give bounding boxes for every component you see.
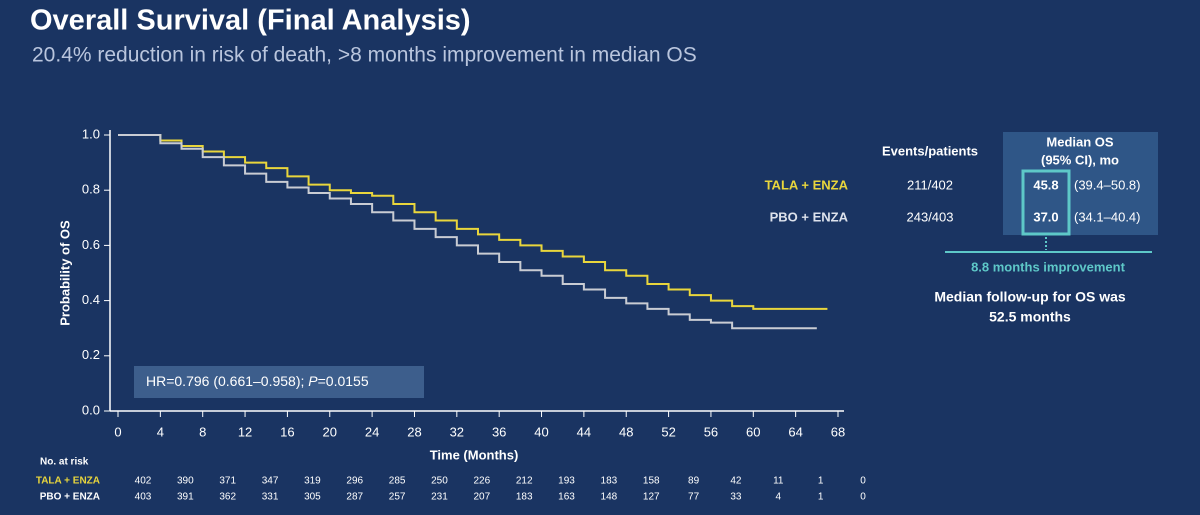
survival-curve bbox=[118, 134, 817, 330]
at-risk-count: 347 bbox=[262, 476, 279, 487]
at-risk-count: 231 bbox=[431, 492, 448, 503]
hr-p: P bbox=[308, 373, 318, 389]
x-tick-label: 0 bbox=[114, 424, 121, 439]
at-risk-count: 319 bbox=[304, 476, 321, 487]
x-tick-label: 52 bbox=[661, 424, 675, 439]
ci: (34.1–40.4) bbox=[1074, 209, 1141, 224]
at-risk-count: 331 bbox=[262, 492, 279, 503]
at-risk-count: 403 bbox=[135, 492, 152, 503]
x-tick-label: 8 bbox=[199, 424, 206, 439]
y-tick-label: 1.0 bbox=[82, 126, 100, 141]
at-risk-count: 11 bbox=[773, 476, 784, 487]
at-risk-count: 42 bbox=[730, 476, 742, 487]
at-risk-count: 33 bbox=[730, 492, 742, 503]
at-risk-count: 296 bbox=[346, 476, 363, 487]
x-tick-label: 4 bbox=[157, 424, 164, 439]
at-risk-count: 1 bbox=[818, 492, 824, 503]
at-risk-count: 183 bbox=[601, 476, 618, 487]
x-tick-label: 24 bbox=[365, 424, 379, 439]
at-risk-count: 0 bbox=[860, 476, 866, 487]
at-risk-count: 0 bbox=[860, 492, 866, 503]
x-tick-label: 48 bbox=[619, 424, 633, 439]
y-tick-label: 0.8 bbox=[82, 182, 100, 197]
events: 211/402 bbox=[907, 177, 953, 192]
at-risk-count: 158 bbox=[643, 476, 660, 487]
at-risk-count: 89 bbox=[688, 476, 700, 487]
survival-curve bbox=[118, 134, 828, 310]
followup: Median follow-up for OS was bbox=[934, 289, 1126, 305]
at-risk-count: 77 bbox=[688, 492, 700, 503]
hr-part: =0.0155 bbox=[318, 373, 369, 389]
median: 45.8 bbox=[1033, 177, 1058, 192]
at-risk-count: 390 bbox=[177, 476, 194, 487]
median-column bbox=[1003, 132, 1158, 235]
at-risk-count: 207 bbox=[473, 492, 490, 503]
at-risk-name: PBO + ENZA bbox=[40, 492, 100, 503]
at-risk-count: 391 bbox=[177, 492, 194, 503]
at-risk-count: 371 bbox=[219, 476, 236, 487]
at-risk-count: 305 bbox=[304, 492, 321, 503]
y-axis-title: Probability of OS bbox=[57, 220, 72, 326]
row-name: TALA + ENZA bbox=[765, 177, 849, 192]
title: Overall Survival (Final Analysis) bbox=[30, 5, 471, 37]
x-tick-label: 36 bbox=[492, 424, 506, 439]
y-tick-label: 0.2 bbox=[82, 347, 100, 362]
hr-part: HR=0.796 (0.661–0.958); bbox=[146, 373, 308, 389]
at-risk-count: 402 bbox=[135, 476, 152, 487]
at-risk-count: 148 bbox=[601, 492, 618, 503]
at-risk-title: No. at risk bbox=[40, 457, 89, 468]
median: 37.0 bbox=[1033, 209, 1058, 224]
at-risk-count: 183 bbox=[516, 492, 533, 503]
x-axis-title: Time (Months) bbox=[430, 447, 519, 462]
events-header: Events/patients bbox=[882, 143, 978, 158]
at-risk-count: 287 bbox=[346, 492, 363, 503]
at-risk-count: 212 bbox=[516, 476, 533, 487]
at-risk-count: 257 bbox=[389, 492, 406, 503]
at-risk-count: 285 bbox=[389, 476, 406, 487]
hr-box bbox=[134, 366, 424, 398]
y-tick-label: 0.6 bbox=[82, 237, 100, 252]
y-tick-label: 0.0 bbox=[82, 402, 100, 417]
x-tick-label: 64 bbox=[788, 424, 802, 439]
at-risk-count: 1 bbox=[818, 476, 824, 487]
x-tick-label: 56 bbox=[704, 424, 718, 439]
hr-text: HR=0.796 (0.661–0.958); P=0.0155 bbox=[146, 373, 369, 389]
events: 243/403 bbox=[907, 209, 954, 224]
at-risk-count: 4 bbox=[776, 492, 782, 503]
subtitle: 20.4% reduction in risk of death, >8 mon… bbox=[32, 44, 697, 67]
x-tick-label: 20 bbox=[323, 424, 337, 439]
improvement: 8.8 months improvement bbox=[971, 259, 1126, 274]
x-tick-label: 40 bbox=[534, 424, 548, 439]
at-risk-count: 163 bbox=[558, 492, 575, 503]
at-risk-count: 193 bbox=[558, 476, 575, 487]
at-risk-count: 127 bbox=[643, 492, 660, 503]
followup: 52.5 months bbox=[989, 309, 1071, 325]
median-header: (95% CI), mo bbox=[1041, 152, 1119, 167]
x-tick-label: 12 bbox=[238, 424, 252, 439]
at-risk-count: 226 bbox=[473, 476, 490, 487]
x-tick-label: 60 bbox=[746, 424, 760, 439]
row-name: PBO + ENZA bbox=[770, 209, 849, 224]
x-tick-label: 44 bbox=[577, 424, 591, 439]
x-tick-label: 32 bbox=[450, 424, 464, 439]
x-tick-label: 16 bbox=[280, 424, 294, 439]
median-highlight bbox=[1021, 169, 1071, 236]
y-tick-label: 0.4 bbox=[82, 292, 100, 307]
at-risk-count: 250 bbox=[431, 476, 448, 487]
ci: (39.4–50.8) bbox=[1074, 177, 1141, 192]
x-tick-label: 28 bbox=[407, 424, 421, 439]
median-header: Median OS bbox=[1046, 134, 1114, 149]
at-risk-name: TALA + ENZA bbox=[36, 476, 100, 487]
at-risk-count: 362 bbox=[219, 492, 236, 503]
x-tick-label: 68 bbox=[831, 424, 845, 439]
